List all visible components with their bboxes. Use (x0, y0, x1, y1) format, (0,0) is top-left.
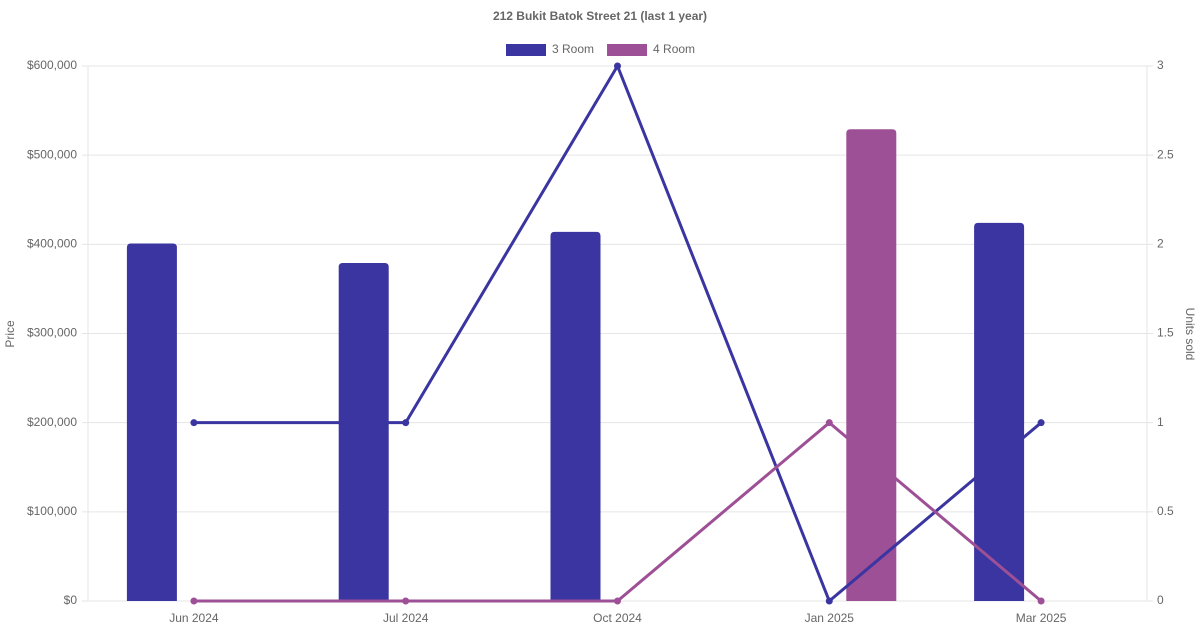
legend-swatch (607, 44, 648, 56)
y-tick-label: $0 (64, 593, 78, 607)
y2-tick-label: 2 (1157, 237, 1164, 251)
y2-tick-label: 1 (1157, 415, 1164, 429)
units-point (1037, 597, 1045, 605)
x-tick-label: Mar 2025 (1016, 611, 1067, 625)
x-tick-label: Jun 2024 (169, 611, 219, 625)
legend-swatch (506, 44, 546, 56)
y-axis-label: Price (3, 320, 17, 348)
units-point (825, 419, 833, 427)
y-tick-label: $100,000 (27, 504, 77, 518)
y-tick-label: $600,000 (27, 58, 77, 72)
chart-title: 212 Bukit Batok Street 21 (last 1 year) (493, 9, 707, 23)
units-point (614, 597, 621, 605)
y-tick-label: $400,000 (27, 237, 77, 251)
bar (550, 231, 601, 601)
bar (126, 243, 177, 602)
units-point (1037, 419, 1045, 427)
legend-label: 3 Room (552, 42, 594, 56)
units-point (614, 62, 621, 70)
units-point (190, 597, 198, 605)
x-tick-label: Jul 2024 (383, 611, 429, 625)
y2-tick-label: 3 (1157, 58, 1164, 72)
bar (974, 222, 1025, 601)
units-point (402, 597, 410, 605)
y2-tick-label: 0.5 (1157, 504, 1174, 518)
units-point (402, 419, 410, 427)
y2-axis-label: Units sold (1183, 308, 1197, 361)
y2-tick-label: 2.5 (1157, 147, 1174, 161)
y-tick-label: $200,000 (27, 415, 77, 429)
y2-tick-label: 1.5 (1157, 326, 1174, 340)
legend-label: 4 Room (653, 42, 695, 56)
bar (846, 129, 897, 601)
x-tick-label: Jan 2025 (805, 611, 855, 625)
y-tick-label: $500,000 (27, 147, 77, 161)
y2-tick-label: 0 (1157, 593, 1164, 607)
units-point (190, 419, 198, 427)
units-point (825, 597, 833, 605)
y-tick-label: $300,000 (27, 326, 77, 340)
bar (338, 263, 389, 601)
x-tick-label: Oct 2024 (593, 611, 642, 625)
